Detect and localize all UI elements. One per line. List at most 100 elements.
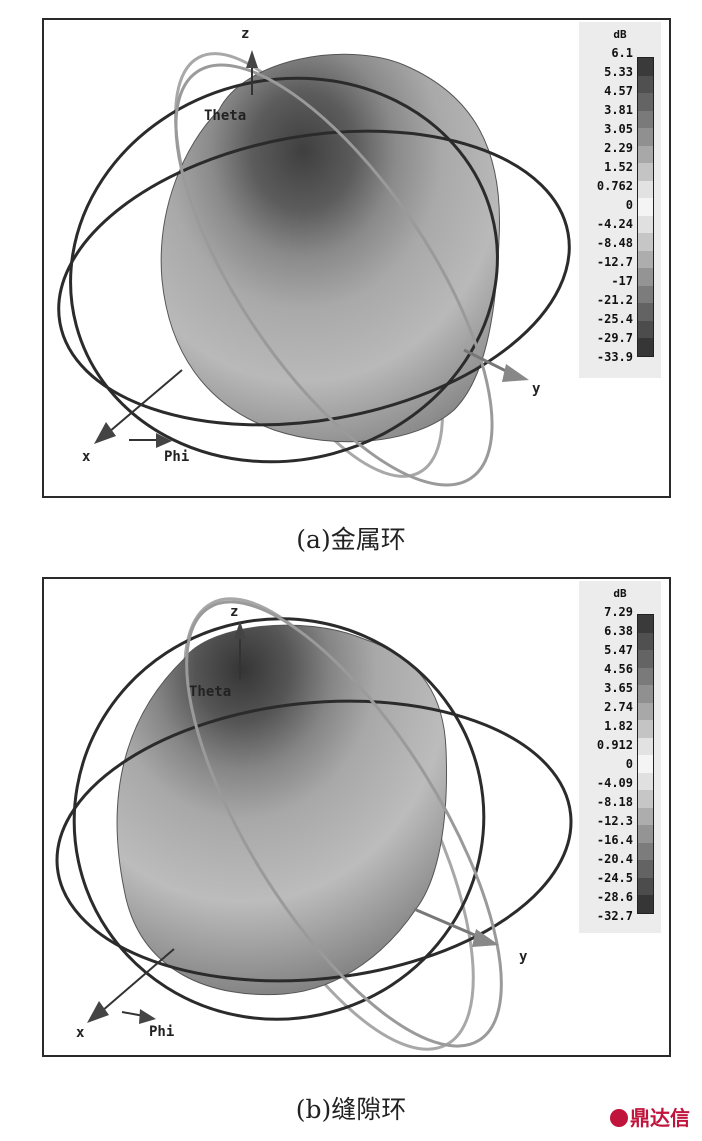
legend-tick: -28.6 bbox=[596, 890, 633, 904]
radiation-pattern-panel-b: z Theta y x Phi dB 7.29 6.38 5.47 4.56 3.65 2… bbox=[42, 577, 671, 1057]
legend-tick: 5.47 bbox=[604, 643, 633, 657]
legend-tick: -4.24 bbox=[596, 217, 633, 231]
colorbar-segment bbox=[638, 650, 653, 668]
equator-ring bbox=[55, 699, 573, 983]
equator-ring bbox=[57, 129, 571, 427]
legend-tick: 5.33 bbox=[604, 65, 633, 79]
theta-ring bbox=[72, 617, 486, 1021]
theta-label: Theta bbox=[189, 684, 231, 700]
y-axis-label: y bbox=[532, 381, 541, 397]
colorbar-segment bbox=[638, 615, 653, 633]
legend-tick: -21.2 bbox=[596, 293, 633, 307]
radiation-pattern-3d-b: z Theta y x Phi bbox=[55, 597, 573, 1051]
theta-ring bbox=[69, 76, 499, 464]
legend-tick: 6.38 bbox=[604, 624, 633, 638]
legend-tick: -24.5 bbox=[596, 871, 633, 885]
legend-tick: 3.81 bbox=[604, 103, 633, 117]
colorbar-segment bbox=[638, 720, 653, 738]
legend-tick: 6.1 bbox=[611, 46, 633, 60]
z-axis-label: z bbox=[230, 604, 238, 620]
phi-label: Phi bbox=[164, 449, 189, 465]
legend-tick: 2.29 bbox=[604, 141, 633, 155]
caption-b: (b)缝隙环 bbox=[295, 1095, 407, 1124]
x-axis bbox=[101, 948, 175, 1012]
legend-tick: 1.52 bbox=[604, 160, 633, 174]
legend-tick: -12.7 bbox=[596, 255, 633, 269]
radiation-pattern-3d-a: z Theta y x Phi bbox=[57, 26, 571, 487]
z-axis-label: z bbox=[241, 26, 249, 42]
colorbar-segment bbox=[638, 285, 653, 304]
colorbar-segment bbox=[638, 75, 653, 94]
colorbar-segment bbox=[638, 93, 653, 111]
legend-tick: 0 bbox=[625, 198, 633, 212]
x-axis-label: x bbox=[82, 449, 91, 465]
colorbar-segment bbox=[638, 737, 653, 756]
colorbar-segment bbox=[638, 303, 653, 321]
legend-tick: 7.29 bbox=[604, 605, 633, 619]
legend-tick: 4.56 bbox=[604, 662, 633, 676]
colorbar-segment bbox=[638, 790, 653, 808]
colorbar-segment bbox=[638, 128, 653, 146]
legend-tick: -17 bbox=[611, 274, 633, 288]
legend-tick: 0 bbox=[625, 757, 633, 771]
z-axis-arrow-icon bbox=[234, 621, 246, 639]
colorbar-segment bbox=[638, 702, 653, 721]
x-axis-arrow-icon bbox=[94, 422, 116, 444]
legend-unit: dB bbox=[613, 587, 627, 600]
colorbar-segment bbox=[638, 338, 653, 356]
legend-tick: -29.7 bbox=[596, 331, 633, 345]
colorbar-segment bbox=[638, 877, 653, 896]
legend-tick: -4.09 bbox=[596, 776, 633, 790]
watermark-logo-icon bbox=[610, 1109, 628, 1127]
radiation-surface bbox=[116, 624, 447, 996]
x-axis bbox=[108, 369, 183, 433]
watermark: 鼎达信 bbox=[610, 1102, 690, 1131]
colorbar-segment bbox=[638, 58, 653, 76]
legend-tick: -12.3 bbox=[596, 814, 633, 828]
color-legend-b: dB 7.29 6.38 5.47 4.56 3.65 2.74 1.82 0.912 0 -4.… bbox=[579, 581, 661, 933]
colorbar-segment bbox=[638, 250, 653, 269]
legend-tick: -8.48 bbox=[596, 236, 633, 250]
colorbar-segment bbox=[638, 667, 653, 686]
legend-tick: -32.7 bbox=[596, 909, 633, 923]
theta-label: Theta bbox=[204, 108, 246, 124]
colorbar-segment bbox=[638, 895, 653, 913]
x-axis-arrow-icon bbox=[87, 1001, 109, 1023]
legend-tick: -33.9 bbox=[596, 350, 633, 364]
legend-tick: 1.82 bbox=[604, 719, 633, 733]
radiation-pattern-panel-a: z Theta y x Phi dB 6.1 5.33 4.57 3.81 3.05 2.… bbox=[42, 18, 671, 498]
legend-body-b: 7.29 6.38 5.47 4.56 3.65 2.74 1.82 0.912 0 -4.09 -… bbox=[579, 603, 661, 928]
legend-tick: 2.74 bbox=[604, 700, 633, 714]
colorbar-segment bbox=[638, 842, 653, 861]
colorbar-segment bbox=[638, 632, 653, 651]
legend-tick: -20.4 bbox=[596, 852, 633, 866]
legend-tick: -16.4 bbox=[596, 833, 633, 847]
colorbar-segment bbox=[638, 772, 653, 791]
y-axis-label: y bbox=[519, 949, 528, 965]
colorbar-segment bbox=[638, 180, 653, 199]
legend-unit: dB bbox=[613, 28, 627, 41]
phi-arrow-icon bbox=[156, 433, 172, 448]
colorbar-segment bbox=[638, 755, 653, 773]
color-legend-a: dB 6.1 5.33 4.57 3.81 3.05 2.29 1.52 0.762 0 -4.2… bbox=[579, 22, 661, 378]
colorbar-segment bbox=[638, 807, 653, 826]
colorbar-b bbox=[637, 614, 654, 914]
colorbar-segment bbox=[638, 215, 653, 234]
phi-ring-front bbox=[185, 600, 503, 1048]
watermark-text: 鼎达信 bbox=[630, 1106, 690, 1130]
colorbar-segment bbox=[638, 198, 653, 216]
caption-a: (a)金属环 bbox=[296, 525, 406, 554]
radiation-surface bbox=[160, 53, 501, 443]
z-axis-arrow-icon bbox=[246, 50, 258, 68]
phi-ring-front bbox=[174, 63, 494, 487]
colorbar-a bbox=[637, 57, 654, 357]
legend-body-a: 6.1 5.33 4.57 3.81 3.05 2.29 1.52 0.762 0 -4.24 -8… bbox=[579, 44, 661, 369]
colorbar-segment bbox=[638, 233, 653, 251]
colorbar-segment bbox=[638, 825, 653, 843]
colorbar-segment bbox=[638, 860, 653, 878]
colorbar-segment bbox=[638, 685, 653, 703]
legend-tick: 0.762 bbox=[596, 179, 633, 193]
colorbar-segment bbox=[638, 163, 653, 181]
y-axis-arrow-icon bbox=[502, 364, 529, 382]
legend-tick: -8.18 bbox=[596, 795, 633, 809]
